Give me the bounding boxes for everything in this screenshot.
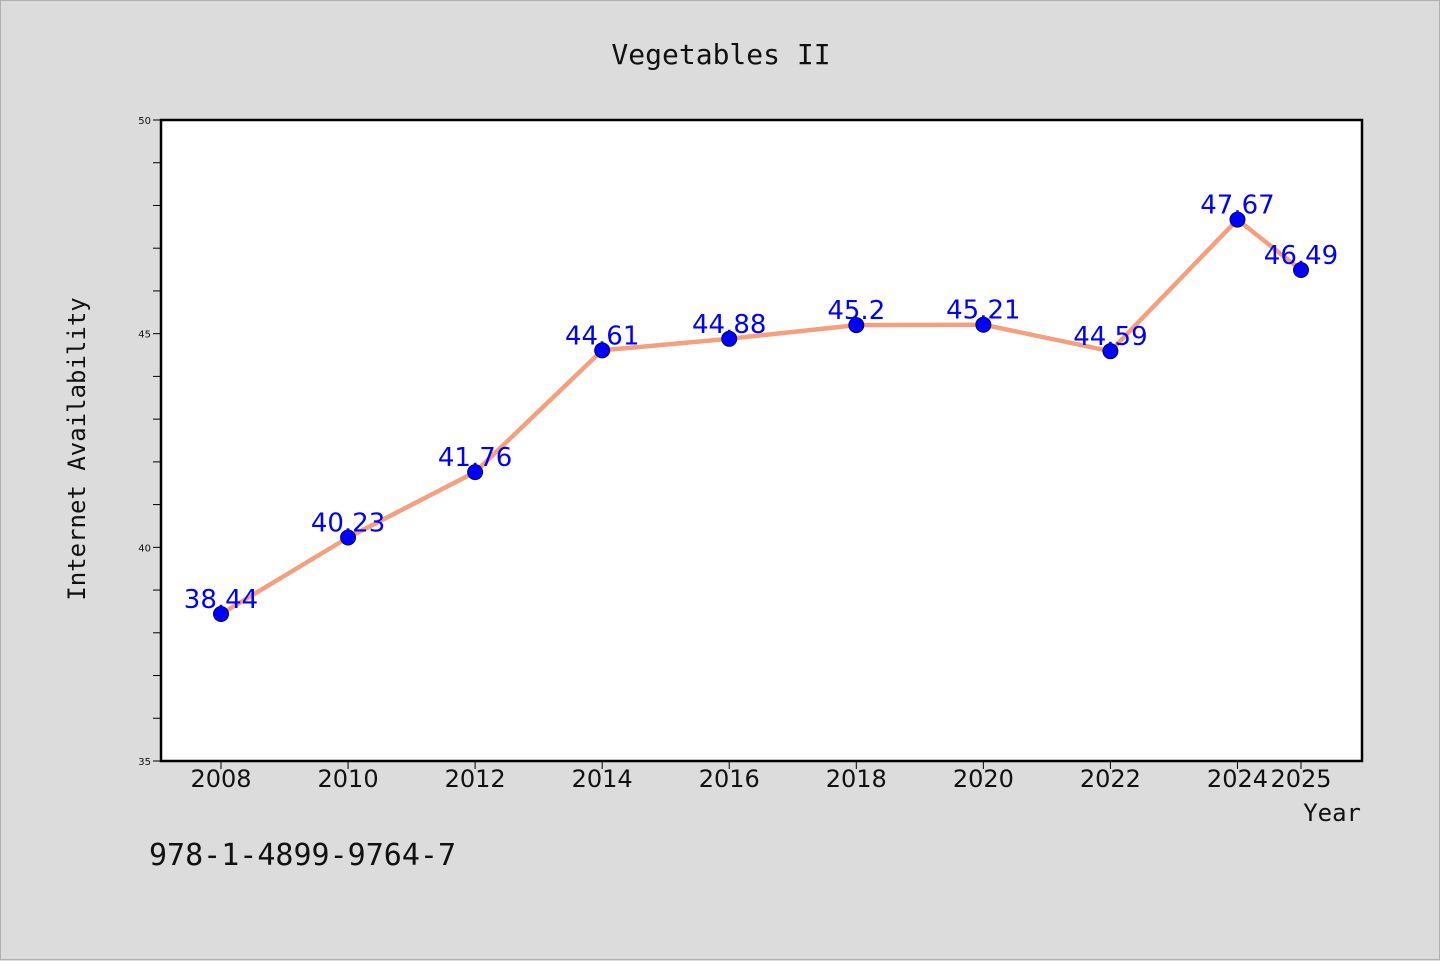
data-point xyxy=(467,464,484,481)
data-label: 41.76 xyxy=(438,443,512,473)
y-tick-label: 35 xyxy=(138,757,151,768)
data-label: 47.67 xyxy=(1200,191,1274,221)
x-tick-label: 2024 xyxy=(1207,765,1268,793)
y-tick-label: 50 xyxy=(138,116,151,127)
y-axis: 35 40 45 50 xyxy=(138,116,161,768)
data-point xyxy=(213,605,229,622)
data-label: 45.21 xyxy=(946,296,1020,326)
y-tick-label: 45 xyxy=(138,330,151,341)
x-tick-label: 2020 xyxy=(953,765,1014,793)
data-label: 45.2 xyxy=(827,296,885,326)
data-point xyxy=(1293,261,1309,278)
series-line xyxy=(218,217,1304,617)
x-tick-label: 2022 xyxy=(1080,765,1141,793)
data-label: 44.88 xyxy=(692,310,766,340)
x-tick-label: 2010 xyxy=(318,765,379,793)
x-tick-label: 2008 xyxy=(190,765,251,793)
x-axis: 2008 2010 2012 2014 2016 2018 2020 2022 2024 2025 xyxy=(190,761,1332,793)
data-label: 38.44 xyxy=(184,585,258,615)
data-label: 46.49 xyxy=(1264,241,1338,271)
data-point xyxy=(721,330,738,347)
data-point xyxy=(1102,343,1119,360)
x-tick-label: 2014 xyxy=(572,765,633,793)
chart-title: Vegetables II xyxy=(611,38,830,71)
x-tick-label: 2018 xyxy=(826,765,887,793)
plot-area xyxy=(159,118,1364,763)
data-point xyxy=(975,316,992,333)
x-tick-label: 2025 xyxy=(1270,765,1331,793)
series-layer xyxy=(213,211,1309,622)
data-label: 44.59 xyxy=(1073,322,1147,352)
data-point xyxy=(594,342,611,359)
x-tick-label: 2012 xyxy=(445,765,506,793)
y-axis-label: Internet Availability xyxy=(63,297,91,600)
x-tick-label: 2016 xyxy=(699,765,760,793)
data-point xyxy=(1229,211,1246,228)
data-label: 44.61 xyxy=(565,321,639,351)
data-labels: 38.44 40.23 41.76 44.61 44.88 45.2 45.21 44.59 4… xyxy=(184,191,1338,615)
y-tick-label: 40 xyxy=(138,543,151,554)
data-point xyxy=(340,529,357,546)
data-point xyxy=(848,317,865,334)
x-axis-label: Year xyxy=(1303,799,1361,827)
data-label: 40.23 xyxy=(311,509,385,539)
footer-code: 978-1-4899-9764-7 xyxy=(149,838,456,873)
